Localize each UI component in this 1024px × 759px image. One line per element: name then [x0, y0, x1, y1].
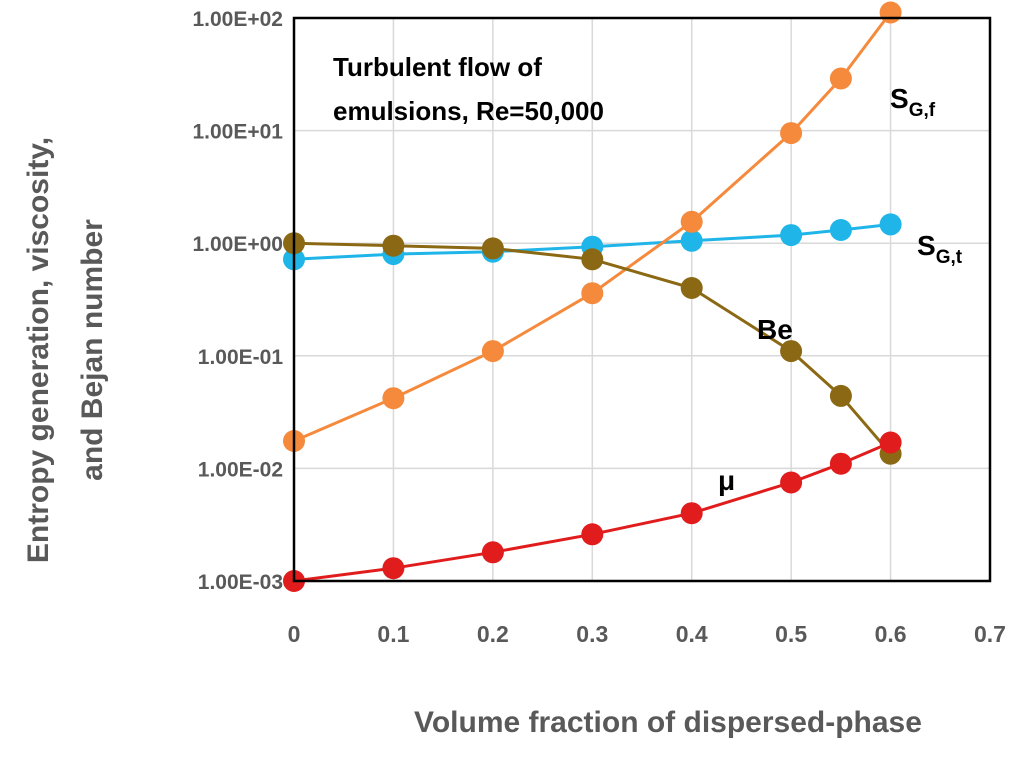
data-point [780, 340, 803, 363]
series-label-be: Be [757, 314, 793, 345]
x-tick-label: 0.4 [676, 621, 708, 647]
data-point [581, 282, 604, 305]
data-point [581, 248, 604, 271]
x-tick-label: 0.3 [576, 621, 608, 647]
series-line [293, 241, 892, 455]
data-point [481, 237, 504, 260]
data-point [879, 431, 902, 454]
y-tick-label: 1.00E-01 [198, 346, 284, 369]
y-tick-label: 1.00E+01 [192, 121, 283, 144]
y-tick-labels: 1.00E-03 1.00E-02 1.00E-01 1.00E+00 1.00E+01… [192, 8, 283, 594]
x-tick-labels: 0 0.1 0.2 0.3 0.4 0.5 0.6 0.7 [288, 621, 1006, 647]
series-label-sgt: SG,t [917, 230, 963, 268]
data-point [481, 340, 504, 363]
x-tick-label: 0.5 [775, 621, 807, 647]
gridlines [294, 18, 990, 581]
x-tick-label: 0.1 [377, 621, 409, 647]
x-tick-label: 0.6 [875, 621, 907, 647]
x-axis-title: Volume fraction of dispersed-phase [414, 706, 922, 739]
data-point [680, 229, 703, 252]
data-point [382, 557, 405, 580]
series-sgf [283, 1, 902, 452]
series-μ [283, 431, 902, 592]
data-point [879, 1, 902, 24]
data-point [581, 523, 604, 546]
x-tick-label: 0.2 [477, 621, 509, 647]
data-point [780, 471, 803, 494]
x-tick-label: 0 [288, 621, 301, 647]
series-be [283, 232, 902, 465]
data-point [829, 384, 852, 407]
data-point [680, 210, 703, 233]
annotation-line-1: Turbulent flow of [333, 52, 542, 82]
y-tick-label: 1.00E+00 [192, 233, 283, 256]
data-point [829, 452, 852, 475]
series-label-mu: μ [718, 465, 735, 496]
data-point [680, 277, 703, 299]
data-point [382, 387, 405, 410]
data-point [829, 67, 852, 90]
series-label-sgf-main: S [890, 83, 909, 114]
x-tick-label: 0.7 [974, 621, 1006, 647]
y-axis-title: Entropy generation, viscosity, and Bejan… [22, 137, 109, 563]
annotation-line-2: emulsions, Re=50,000 [333, 96, 604, 126]
data-point [829, 219, 852, 241]
y-axis-title-line-2: and Bejan number [76, 219, 109, 481]
series-label-sgt-sub: G,t [936, 247, 963, 268]
data-point [780, 224, 803, 247]
data-point [382, 234, 405, 257]
data-point [780, 122, 803, 145]
series-label-sgt-main: S [917, 230, 936, 261]
y-axis-title-line-1: Entropy generation, viscosity, [22, 137, 55, 563]
y-tick-label: 1.00E-03 [198, 571, 283, 594]
series-label-sgf: SG,f [890, 83, 936, 121]
series-line [293, 11, 892, 443]
y-tick-label: 1.00E-02 [198, 458, 283, 481]
data-point [481, 541, 504, 564]
series-label-sgf-sub: G,f [909, 100, 936, 121]
plot-frame [292, 16, 992, 583]
y-tick-label: 1.00E+02 [192, 8, 283, 31]
data-point [680, 502, 703, 525]
data-point [879, 213, 902, 236]
